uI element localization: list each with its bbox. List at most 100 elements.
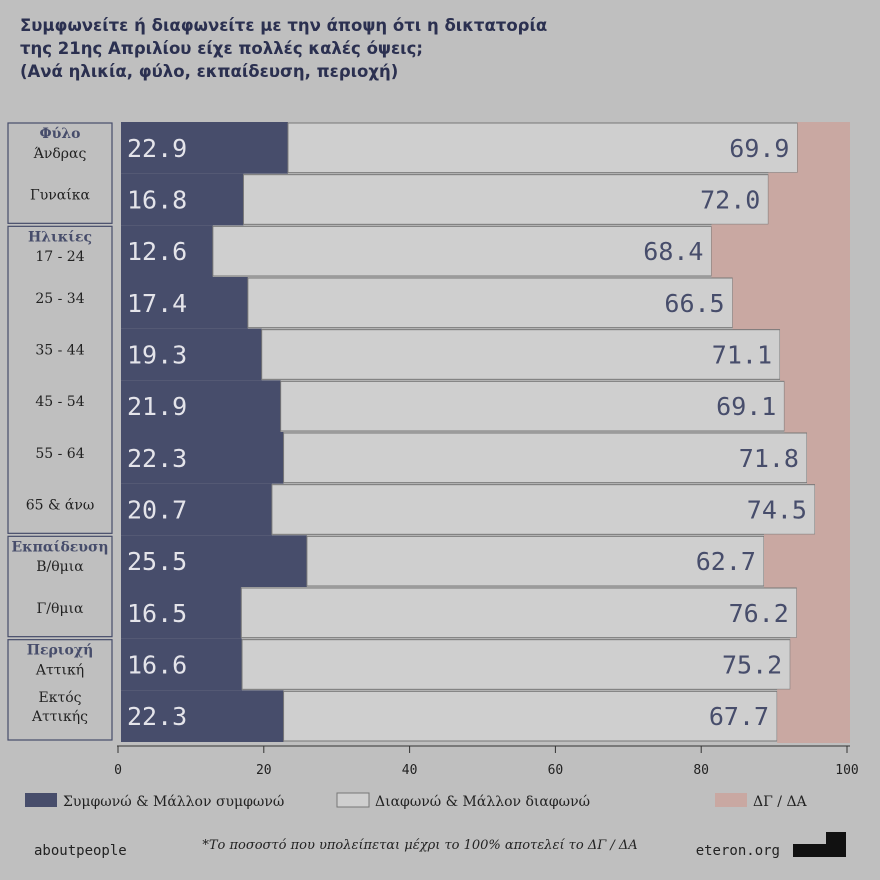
bar-disagree [306,535,765,587]
legend-label: ΔΓ / ΔΑ [753,794,808,810]
source-left: aboutpeople [34,843,127,859]
value-label: 69.1 [716,392,776,421]
x-tick-label: 60 [548,763,564,778]
value-label: 25.5 [127,547,187,576]
bar-remainder [763,534,850,588]
bar-disagree [287,122,799,174]
value-label: 19.3 [127,341,187,370]
bar-disagree [280,380,785,432]
legend-swatch [25,793,57,807]
group-label: Φύλο [39,126,80,142]
value-label: 20.7 [127,496,187,525]
value-label: 75.2 [722,651,782,680]
value-label: 69.9 [729,134,789,163]
x-tick-label: 40 [402,763,418,778]
bar-agree [121,535,307,587]
bar-disagree [242,174,769,225]
category-label: 45 - 54 [35,394,84,410]
bar-remainder [711,224,850,278]
legend-label: Συμφωνώ & Μάλλον συμφωνώ [63,794,284,810]
legend-swatch [336,792,370,808]
value-label: 22.3 [127,702,187,731]
bar-remainder [797,122,850,176]
value-label: 22.3 [127,444,187,473]
category-label: 17 - 24 [35,249,84,265]
value-label: 62.7 [696,547,756,576]
bar-disagree [261,329,781,380]
bar-agree [121,173,244,226]
bar-disagree [247,277,734,329]
note: *Το ποσοστό που υπολείπεται μέχρι το 100… [202,838,637,853]
bar-agree [121,690,284,742]
category-label: Άνδρας [33,146,87,162]
group-box [7,535,113,638]
bar-agree [121,380,281,432]
x-tick-label: 80 [693,763,709,778]
bar-remainder [777,689,850,743]
bar-agree [121,277,248,329]
bar-disagree [240,587,798,639]
value-label: 66.5 [664,289,724,318]
source-right: eteron.org [696,843,780,859]
bar-disagree [283,690,778,742]
bar-remainder [732,276,850,330]
x-tick-label: 0 [114,763,122,778]
value-label: 72.0 [700,186,760,215]
bar-disagree [271,484,816,535]
bar-remainder [806,431,850,485]
group-label: Εκπαίδευση [11,538,108,555]
category-label: 65 & άνω [26,498,95,514]
bar-agree [121,432,284,484]
bar-remainder [784,379,850,433]
category-label: 55 - 64 [35,446,84,462]
category-label: Αττική [35,663,84,679]
legend-label: Διαφωνώ & Μάλλον διαφωνώ [375,794,590,810]
category-label: Γ/θμια [37,601,84,617]
bar-agree [121,122,288,174]
bar-remainder [790,637,850,692]
category-label: Β/θμια [36,559,84,575]
group-box [7,122,113,224]
x-tick-label: 100 [835,763,858,778]
bar-agree [121,225,213,277]
bar-remainder [768,172,850,227]
value-label: 21.9 [127,392,187,421]
bar-agree [121,638,243,691]
value-label: 67.7 [709,702,769,731]
chart-subtitle: (Ανά ηλικία, φύλο, εκπαίδευση, περιοχή) [20,62,398,81]
bar-agree [121,328,262,381]
value-label: 16.8 [127,186,187,215]
value-label: 74.5 [747,496,807,525]
category-label: 25 - 34 [35,291,84,307]
value-label: 71.8 [739,444,799,473]
value-label: 16.6 [127,651,187,680]
group-box [7,225,113,534]
chart-title: Συμφωνείτε ή διαφωνείτε με την άποψη ότι… [20,16,547,35]
bar-agree [121,587,242,639]
value-label: 68.4 [643,237,703,266]
value-label: 17.4 [127,289,187,318]
group-label: Ηλικίες [28,228,92,245]
bar-disagree [212,225,712,277]
value-label: 76.2 [729,599,789,628]
chart-title: της 21ης Απριλίου είχε πολλές καλές όψει… [20,39,423,58]
value-label: 12.6 [127,237,187,266]
bar-remainder [815,482,850,537]
group-box [7,639,113,741]
bar-disagree [241,639,791,690]
category-label: 35 - 44 [35,343,84,359]
bar-remainder [796,586,850,640]
x-tick-label: 20 [256,763,272,778]
bar-remainder [780,327,850,382]
legend-swatch [715,793,747,807]
value-label: 71.1 [712,341,772,370]
value-label: 22.9 [127,134,187,163]
category-label: Γυναίκα [30,187,90,204]
value-label: 16.5 [127,599,187,628]
category-label: Εκτός Αττικής [31,690,88,725]
bar-agree [121,483,272,536]
bar-disagree [283,432,808,484]
group-label: Περιοχή [27,643,94,659]
logo [793,832,846,857]
